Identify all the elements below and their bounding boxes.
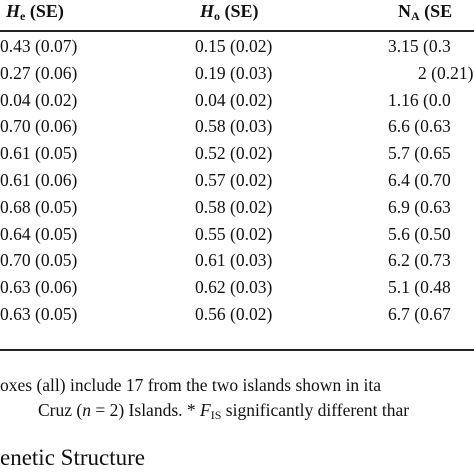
table-cell: 0.70 (0.06): [0, 116, 78, 137]
footnote-text: F: [200, 400, 211, 420]
table-cell: 0.61 (0.05): [0, 143, 78, 164]
table-cell: 0.04 (0.02): [0, 89, 78, 110]
table-cell: 0.68 (0.05): [0, 196, 78, 217]
table-cell: 5.7 (0.65: [388, 143, 451, 164]
column-header: NA (SE: [398, 0, 452, 27]
table-cell: 0.63 (0.06): [0, 277, 78, 298]
footnote-text: Cruz (: [38, 400, 83, 420]
table-cell: 0.43 (0.07): [0, 36, 78, 56]
table-cell: 0.70 (0.05): [0, 250, 78, 271]
table-cell: 0.63 (0.05): [0, 304, 78, 324]
table-cell: 0.58 (0.02): [195, 196, 273, 217]
footnote-subscript: IS: [210, 408, 222, 422]
header-subscript: A: [411, 9, 420, 23]
table-cell: 2 (0.21): [418, 62, 474, 83]
footnote-line: Cruz (n = 2) Islands. * FIS significantl…: [38, 399, 409, 426]
table-cell: 0.19 (0.03): [195, 62, 273, 83]
header-text: (SE): [25, 1, 64, 21]
column-header: Ho (SE): [200, 0, 259, 27]
footnote-line: oxes (all) include 17 from the two islan…: [0, 374, 381, 396]
table-cell: 5.6 (0.50: [388, 223, 451, 244]
header-symbol: H: [200, 1, 215, 21]
header-symbol: H: [6, 1, 21, 21]
table-cell: 0.57 (0.02): [195, 170, 273, 190]
table-cell: 6.6 (0.63: [388, 116, 451, 137]
footnote-text: significantly different thar: [221, 400, 410, 420]
header-subscript: e: [20, 9, 26, 23]
table-cell: 6.4 (0.70: [388, 170, 451, 190]
table-cell: 0.61 (0.03): [195, 250, 273, 271]
table-cell: 0.55 (0.02): [195, 223, 273, 244]
header-text: (SE): [220, 1, 259, 21]
table-cell: 0.52 (0.02): [195, 143, 273, 164]
table-cell: 6.9 (0.63: [388, 196, 451, 217]
table-cell: 0.62 (0.03): [195, 277, 273, 298]
table-cell: 6.2 (0.73: [388, 250, 451, 271]
column-header: He (SE): [6, 0, 64, 27]
table-cell: 0.15 (0.02): [195, 36, 273, 56]
table-cell: 0.64 (0.05): [0, 223, 78, 244]
table-cell: 5.1 (0.48: [388, 277, 451, 298]
table-cell: 0.04 (0.02): [195, 89, 273, 110]
footnote-text: oxes (all) include 17 from the two islan…: [0, 375, 382, 395]
header-symbol: N: [398, 1, 411, 21]
table-cell: 0.58 (0.03): [195, 116, 273, 137]
table-cell: 1.16 (0.0: [388, 89, 451, 110]
header-subscript: o: [214, 9, 221, 23]
table-cell: 0.61 (0.06): [0, 170, 78, 190]
table-rule: [0, 349, 474, 351]
footnote-text: n: [82, 400, 91, 420]
table-cell: 0.56 (0.02): [195, 304, 273, 324]
section-heading: enetic Structure: [0, 445, 145, 470]
table-cell: 6.7 (0.67: [388, 304, 451, 324]
table-cell: 0.27 (0.06): [0, 62, 78, 83]
table-rule: [0, 30, 474, 32]
footnote-text: = 2) Islands. *: [90, 400, 201, 420]
header-text: (SE: [419, 1, 453, 21]
table-cell: 3.15 (0.3: [388, 36, 451, 56]
